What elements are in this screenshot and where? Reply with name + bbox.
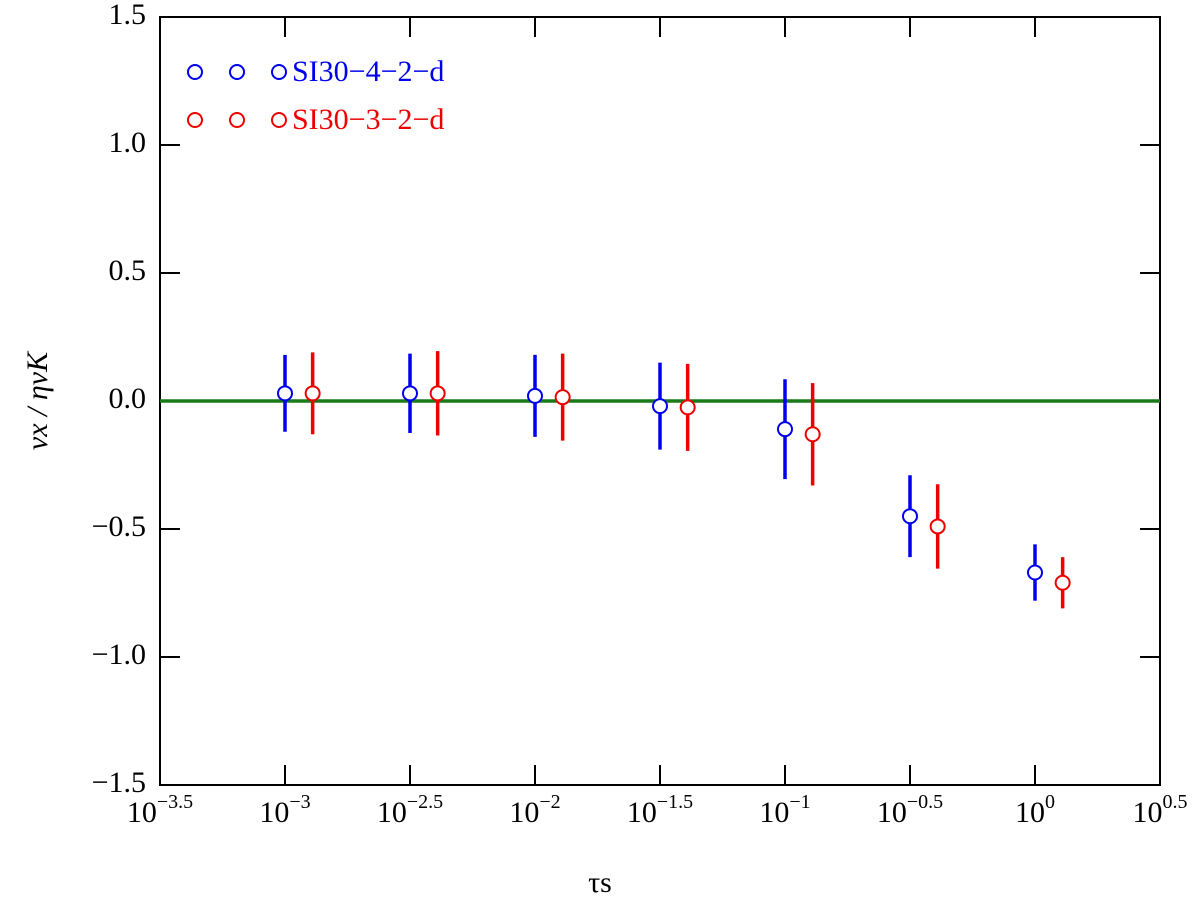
y-tick-label: −0.5 bbox=[92, 510, 146, 543]
x-tick-exponent: −3 bbox=[289, 791, 310, 813]
data-point bbox=[776, 421, 793, 438]
data-point bbox=[929, 518, 946, 535]
y-axis-label: vx / ηvK bbox=[21, 350, 54, 450]
data-point bbox=[429, 385, 446, 402]
x-tick-base: 10 bbox=[1015, 796, 1045, 829]
x-tick-label: 10−3 bbox=[259, 791, 310, 829]
x-tick-label: 100.5 bbox=[1133, 791, 1188, 829]
x-axis-label: τs bbox=[588, 866, 612, 899]
x-tick-base: 10 bbox=[127, 796, 157, 829]
x-tick-exponent: −3.5 bbox=[157, 791, 193, 813]
x-tick-label: 10−2 bbox=[509, 791, 560, 829]
x-tick-exponent: 0 bbox=[1045, 791, 1055, 813]
x-tick-label: 100 bbox=[1015, 791, 1055, 829]
x-tick-label: 10−0.5 bbox=[877, 791, 943, 829]
x-tick-base: 10 bbox=[877, 796, 907, 829]
y-tick-label: 1.0 bbox=[109, 126, 147, 159]
x-tick-base: 10 bbox=[509, 796, 539, 829]
x-tick-exponent: −2.5 bbox=[407, 791, 443, 813]
y-tick-label: 0.0 bbox=[109, 382, 147, 415]
x-tick-exponent: 0.5 bbox=[1163, 791, 1188, 813]
y-tick-label: −1.0 bbox=[92, 638, 146, 671]
x-tick-exponent: −1 bbox=[789, 791, 810, 813]
data-point bbox=[1054, 574, 1071, 591]
data-point bbox=[276, 385, 293, 402]
data-point bbox=[554, 389, 571, 406]
legend-symbol bbox=[187, 64, 203, 80]
x-tick-base: 10 bbox=[759, 796, 789, 829]
legend-symbol bbox=[229, 64, 245, 80]
data-point bbox=[679, 399, 696, 416]
data-point bbox=[652, 398, 668, 415]
x-tick-exponent: −0.5 bbox=[907, 791, 943, 813]
legend-symbol bbox=[229, 112, 245, 128]
y-tick-label: −1.5 bbox=[92, 766, 146, 799]
data-point bbox=[902, 508, 918, 525]
x-tick-base: 10 bbox=[259, 796, 289, 829]
legend-label: SI30−4−2−d bbox=[292, 55, 444, 88]
x-tick-base: 10 bbox=[1133, 796, 1163, 829]
legend-symbol bbox=[187, 112, 203, 128]
x-tick-exponent: −1.5 bbox=[657, 791, 693, 813]
x-tick-base: 10 bbox=[377, 796, 407, 829]
y-tick-label: 0.5 bbox=[109, 254, 147, 287]
x-tick-exponent: −2 bbox=[539, 791, 560, 813]
x-tick-label: 10−1 bbox=[759, 791, 810, 829]
x-tick-label: 10−1.5 bbox=[627, 791, 693, 829]
x-tick-label: 10−2.5 bbox=[377, 791, 443, 829]
data-point bbox=[526, 387, 543, 404]
data-point bbox=[402, 385, 418, 402]
legend-symbol bbox=[271, 64, 287, 80]
data-point bbox=[1026, 564, 1043, 581]
data-point bbox=[804, 426, 821, 443]
legend-symbol bbox=[271, 112, 287, 128]
x-tick-label: 10−3.5 bbox=[127, 791, 193, 829]
y-tick-label: 1.5 bbox=[109, 0, 147, 31]
legend-label: SI30−3−2−d bbox=[292, 103, 444, 136]
data-point bbox=[304, 385, 321, 402]
x-tick-base: 10 bbox=[627, 796, 657, 829]
